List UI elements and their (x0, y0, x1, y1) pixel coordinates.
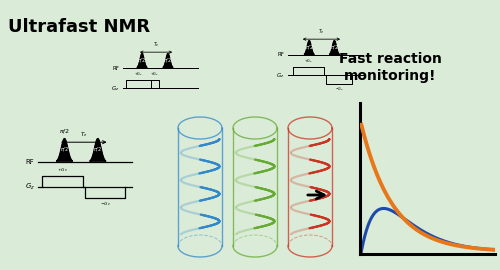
Text: RF: RF (26, 159, 34, 165)
Text: $+G_e$: $+G_e$ (304, 57, 312, 65)
Text: $G_z$: $G_z$ (111, 84, 120, 93)
Text: $-G_e$: $-G_e$ (100, 200, 110, 208)
Text: $\pi/2$: $\pi/2$ (94, 145, 102, 153)
Text: Ultrafast NMR: Ultrafast NMR (8, 18, 150, 36)
Text: Fast reaction
monitoring!: Fast reaction monitoring! (338, 52, 442, 83)
Text: $T_e$: $T_e$ (153, 40, 160, 49)
Polygon shape (163, 54, 173, 68)
Text: $+G_e$: $+G_e$ (57, 167, 68, 174)
Text: $T_e$: $T_e$ (318, 27, 324, 36)
Polygon shape (304, 40, 314, 55)
Text: RF: RF (112, 66, 119, 70)
Text: $T_e$: $T_e$ (80, 130, 88, 139)
Text: $\pi/2$: $\pi/2$ (59, 127, 70, 135)
Polygon shape (137, 54, 147, 68)
Text: $\pi/2$: $\pi/2$ (60, 145, 69, 153)
Text: $\pi/2$: $\pi/2$ (138, 56, 146, 64)
Text: $\pi/2$: $\pi/2$ (304, 43, 314, 51)
Text: $G_z$: $G_z$ (276, 71, 284, 80)
Text: $+G_e$: $+G_e$ (134, 70, 143, 77)
Text: $+G_e$: $+G_e$ (150, 70, 160, 77)
Text: $\pi/2$: $\pi/2$ (330, 43, 339, 51)
Text: $G_z$: $G_z$ (24, 182, 34, 192)
Polygon shape (330, 40, 340, 55)
Polygon shape (56, 139, 72, 161)
Text: RF: RF (278, 52, 284, 58)
Text: $\pi/2$: $\pi/2$ (164, 56, 172, 64)
Text: $-G_e$: $-G_e$ (334, 86, 344, 93)
Polygon shape (90, 139, 106, 161)
